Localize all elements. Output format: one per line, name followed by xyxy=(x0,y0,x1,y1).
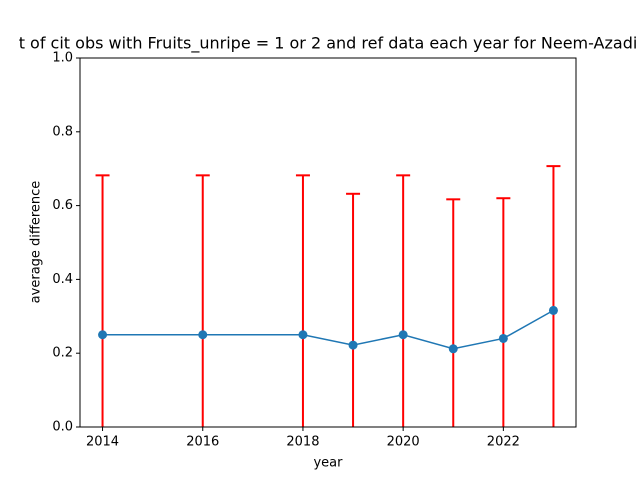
x-tick-label: 2022 xyxy=(487,435,520,450)
axes-frame xyxy=(79,57,577,428)
y-tick-label: 1.0 xyxy=(52,51,73,66)
chart-title: t of cit obs with Fruits_unripe = 1 or 2… xyxy=(19,34,638,54)
y-tick-label: 0.0 xyxy=(52,420,73,435)
y-axis-label: average difference xyxy=(29,181,44,304)
data-point xyxy=(398,330,408,340)
x-tick-label: 2014 xyxy=(86,435,119,450)
x-tick-label: 2018 xyxy=(286,435,319,450)
y-tick-label: 0.4 xyxy=(52,272,73,287)
data-point xyxy=(448,344,458,354)
data-point xyxy=(298,330,308,340)
x-tick-label: 2020 xyxy=(387,435,420,450)
data-point xyxy=(348,340,358,350)
data-point xyxy=(548,305,558,315)
y-tick-label: 0.2 xyxy=(52,346,73,361)
y-tick-label: 0.6 xyxy=(52,198,73,213)
data-point xyxy=(198,330,208,340)
y-tick-label: 0.8 xyxy=(52,124,73,139)
x-tick-label: 2016 xyxy=(186,435,219,450)
data-point xyxy=(498,333,508,343)
data-line xyxy=(102,309,554,350)
plot-area xyxy=(95,165,561,427)
x-axis-label: year xyxy=(313,456,343,471)
data-point xyxy=(98,330,108,340)
